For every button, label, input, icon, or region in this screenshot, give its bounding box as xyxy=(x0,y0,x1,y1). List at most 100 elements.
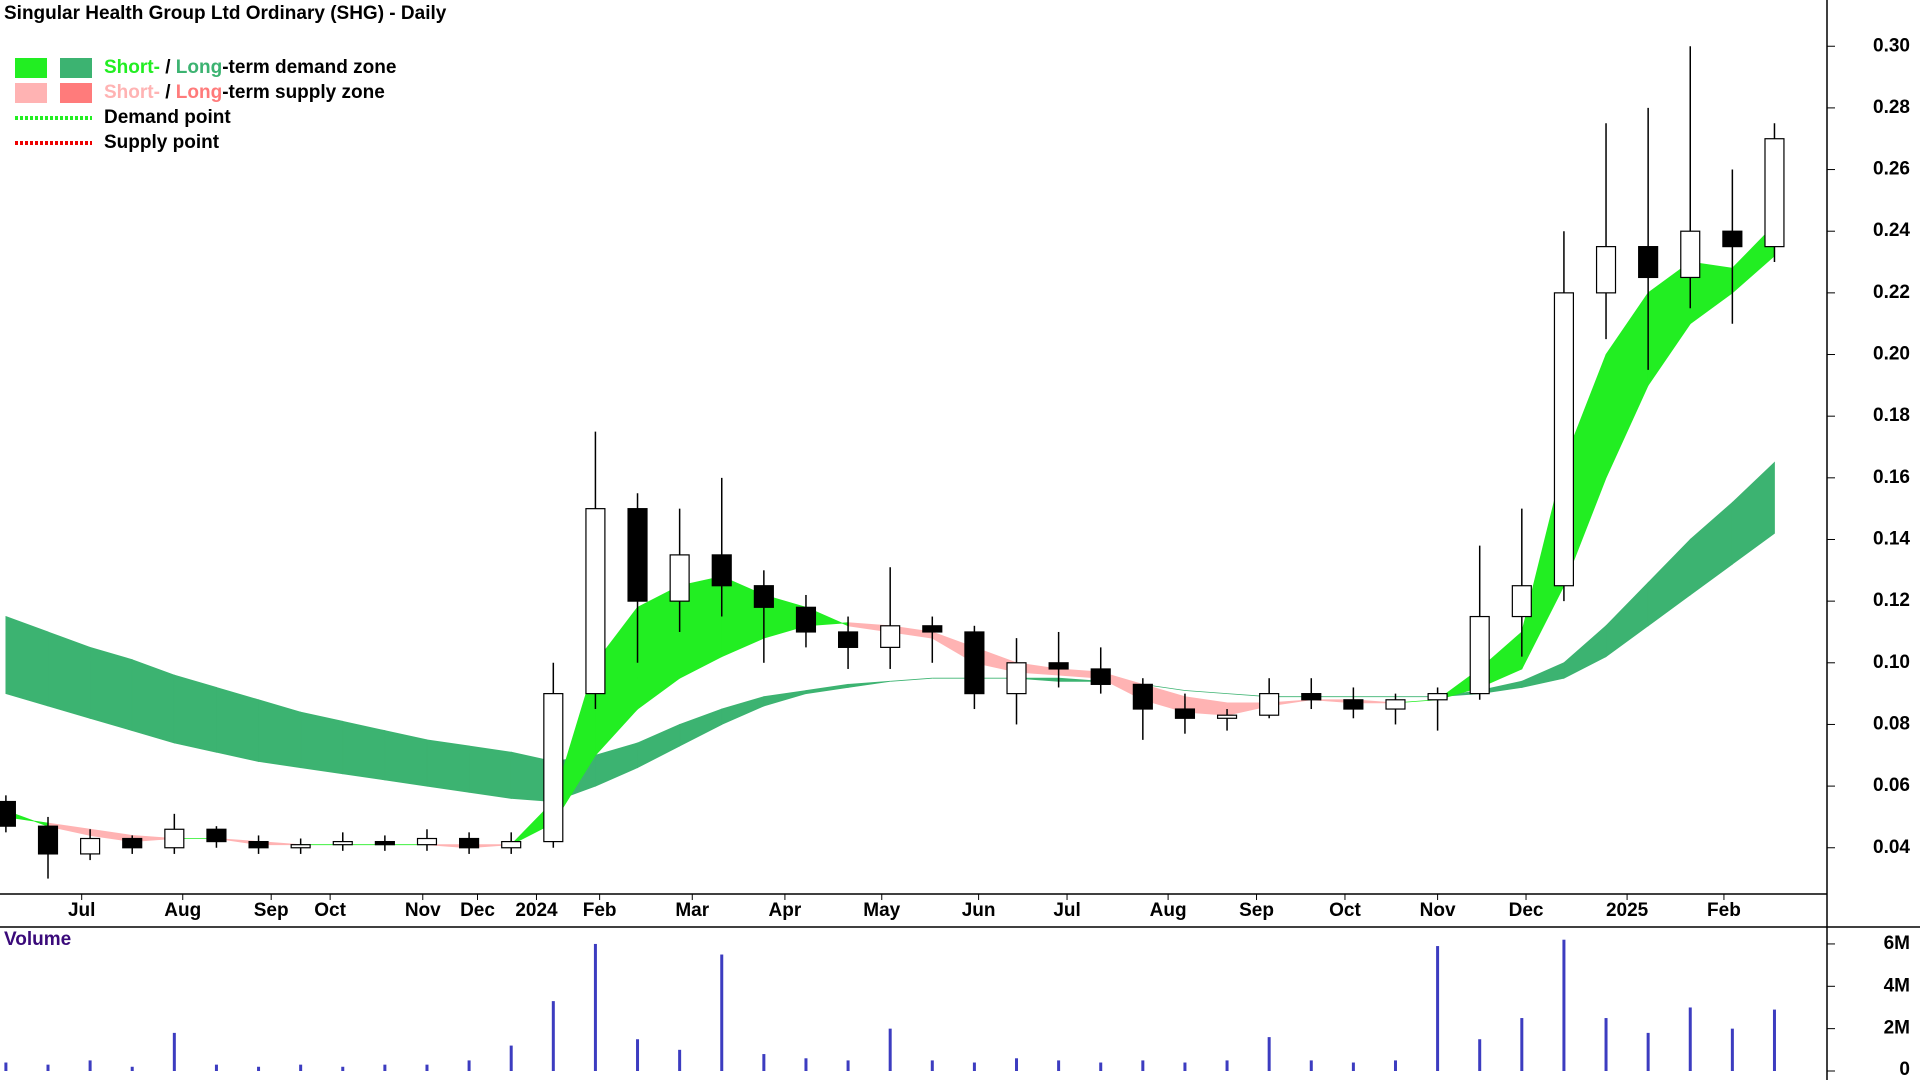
legend-swatch xyxy=(60,83,92,103)
volume-bar xyxy=(1772,1009,1776,1071)
volume-bar xyxy=(172,1032,176,1071)
legend-label: Supply point xyxy=(104,132,220,153)
legend-text: Supply point xyxy=(104,132,220,153)
x-tick-label: Feb xyxy=(1707,900,1741,921)
x-tick-label: Jun xyxy=(962,900,996,921)
candle-body xyxy=(1301,693,1322,701)
volume-bar xyxy=(636,1039,640,1071)
y-tick-label: 0.20 xyxy=(1873,344,1910,365)
volume-bar xyxy=(1351,1062,1355,1071)
volume-bar xyxy=(1099,1062,1103,1071)
volume-bar xyxy=(425,1064,429,1071)
candle-body xyxy=(1722,230,1743,248)
legend-text: Short- xyxy=(104,57,160,78)
candle-body xyxy=(290,844,311,849)
candle-body xyxy=(543,693,564,843)
candle-body xyxy=(1259,693,1280,716)
volume-bar xyxy=(930,1060,934,1071)
legend-swatch xyxy=(15,83,47,103)
volume-tick-label: 6M xyxy=(1884,933,1910,954)
legend-text: Long xyxy=(176,57,222,78)
candle-body xyxy=(1511,585,1532,618)
zone-segment xyxy=(1563,624,1607,679)
candle-body xyxy=(753,585,774,608)
x-tick-label: Mar xyxy=(675,900,709,921)
candle-body xyxy=(80,837,101,855)
candle-body xyxy=(332,840,353,846)
y-tick-label: 0.22 xyxy=(1873,282,1910,303)
zone-segment xyxy=(1184,690,1228,695)
candle-body xyxy=(1385,699,1406,710)
volume-bar xyxy=(257,1066,261,1071)
candle-body xyxy=(1174,708,1196,719)
candle-body xyxy=(837,631,859,648)
volume-bar xyxy=(1436,946,1440,1071)
zone-segment xyxy=(468,745,512,799)
legend-text: Long xyxy=(176,82,222,103)
candle-body xyxy=(585,508,606,695)
y-tick-label: 0.06 xyxy=(1873,775,1910,796)
y-tick-label: 0.04 xyxy=(1873,837,1910,858)
x-tick-label: Dec xyxy=(460,900,495,921)
volume-bar xyxy=(1520,1018,1524,1071)
volume-bar xyxy=(1309,1060,1313,1071)
volume-bar xyxy=(1393,1060,1397,1071)
zone-segment xyxy=(637,723,681,769)
x-tick-label: Jul xyxy=(1053,900,1080,921)
volume-bar xyxy=(1141,1060,1145,1071)
volume-title: Volume xyxy=(4,929,71,950)
candle-body xyxy=(711,554,732,587)
candle-body xyxy=(374,840,395,846)
volume-bar xyxy=(1730,1028,1734,1071)
y-tick-label: 0.30 xyxy=(1873,35,1910,56)
candle-body xyxy=(164,828,185,849)
candle-body xyxy=(669,554,690,602)
zone-segment xyxy=(1605,291,1649,478)
volume-bar xyxy=(888,1028,892,1071)
zone-segment xyxy=(342,720,386,781)
zone-segment xyxy=(847,680,891,688)
zone-segment xyxy=(1521,662,1565,688)
legend-text: -term supply zone xyxy=(222,82,385,103)
zone-segment xyxy=(47,631,91,719)
x-tick-label: 2024 xyxy=(515,900,558,921)
volume-bar xyxy=(762,1054,766,1071)
volume-bar xyxy=(341,1066,345,1071)
legend-text: / xyxy=(160,82,176,103)
x-tick-label: Aug xyxy=(1150,900,1187,921)
volume-bar xyxy=(383,1064,387,1071)
zone-segment xyxy=(1689,501,1733,596)
zone-segment xyxy=(258,699,302,769)
candle-body xyxy=(880,625,901,648)
volume-tick-label: 0 xyxy=(1899,1059,1910,1080)
y-tick-label: 0.24 xyxy=(1873,220,1910,241)
zone-segment xyxy=(1647,538,1691,627)
candle-body xyxy=(1132,683,1153,710)
candle-body xyxy=(1595,246,1617,294)
y-tick-label: 0.10 xyxy=(1873,652,1910,673)
candle-body xyxy=(1343,699,1364,710)
legend-label: Short- / Long-term demand zone xyxy=(104,57,396,78)
volume-bar xyxy=(1015,1058,1019,1071)
volume-bar xyxy=(130,1066,134,1071)
y-tick-label: 0.28 xyxy=(1873,97,1910,118)
legend-swatch xyxy=(60,58,92,78)
candle-body xyxy=(248,840,269,849)
zone-segment xyxy=(595,742,638,787)
candle-body xyxy=(1469,615,1490,695)
candle-body xyxy=(922,625,943,633)
zone-segment xyxy=(1605,581,1649,658)
volume-bar xyxy=(593,943,597,1071)
volume-bar xyxy=(551,1001,555,1071)
x-tick-label: Sep xyxy=(254,900,289,921)
legend-text: Demand point xyxy=(104,107,231,128)
zone-segment xyxy=(426,739,470,793)
candle-body xyxy=(627,508,648,602)
x-tick-label: Sep xyxy=(1239,900,1274,921)
x-tick-label: Oct xyxy=(1329,900,1361,921)
zone-segment xyxy=(5,615,49,707)
candle-body xyxy=(1764,138,1785,248)
zone-segment xyxy=(721,696,765,726)
